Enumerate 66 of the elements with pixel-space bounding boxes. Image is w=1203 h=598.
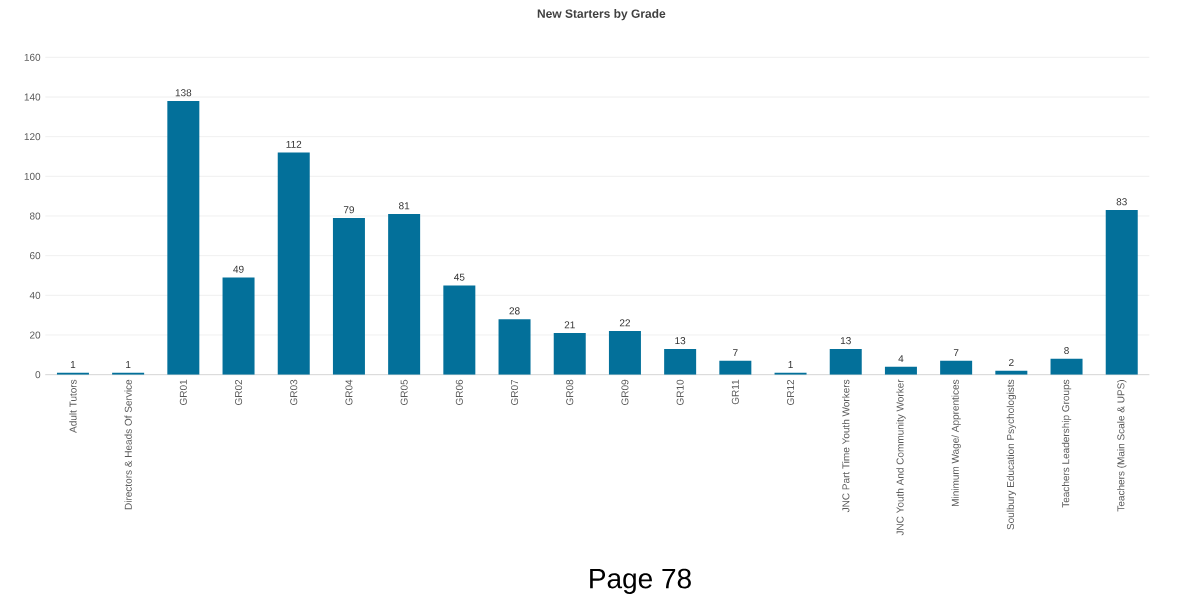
bar [388,213,421,375]
bar [829,348,862,375]
bar [1105,209,1138,375]
data-label: 8 [1064,346,1069,354]
bar [608,330,641,375]
y-tick-label: 20 [30,331,41,339]
x-tick-label: JNC Youth And Community Worker [896,379,906,536]
x-tick-label: GR02 [235,379,243,405]
data-label: 7 [953,348,959,356]
data-label: 83 [1116,198,1127,206]
data-label: 1 [126,360,131,368]
data-label: 2 [1009,358,1014,366]
x-tick-label: GR09 [621,379,629,405]
data-label: 21 [564,321,575,329]
data-label: 81 [399,202,410,210]
x-tick-label: JNC Part Time Youth Workers [842,379,850,513]
bar [664,348,697,375]
x-tick-label: GR03 [290,379,298,405]
x-tick-label: GR05 [400,379,408,405]
x-tick-label: Soulbury Education Psychologists [1006,379,1016,530]
x-tick-label: GR12 [787,379,795,405]
y-tick-label: 60 [30,251,41,259]
bar [167,100,200,375]
bar [1050,358,1083,375]
data-label: 1 [788,360,793,368]
y-tick-label: 40 [29,291,41,299]
data-label: 13 [675,336,686,344]
text: Page 78 [590,568,691,594]
data-label: 138 [175,88,192,97]
x-tick-label: GR06 [455,379,463,405]
bar [332,217,365,375]
y-tick-label: 0 [35,370,41,378]
data-label: 28 [509,307,520,315]
y-tick-label: 100 [24,172,41,180]
bar [277,152,310,375]
bar [553,332,586,375]
data-label: 13 [840,336,851,344]
x-tick-label: Teachers Leadership Groups [1061,379,1072,508]
bar [940,360,973,375]
bar [443,285,476,375]
data-label: 4 [898,354,904,362]
bar [719,360,752,375]
y-tick-label: 160 [24,53,41,61]
x-tick-label: Teachers (Main Scale & UPS) [1117,379,1127,512]
x-tick-label: GR10 [676,379,684,405]
x-tick-label: GR04 [345,379,353,405]
y-tick-label: 80 [29,212,41,220]
x-tick-label: GR11 [731,379,739,405]
data-label: 1 [70,360,76,368]
data-label: 112 [286,140,302,148]
y-tick-label: 140 [24,93,41,101]
x-tick-label: GR01 [179,379,187,405]
data-label: 49 [233,265,244,273]
bar [222,277,255,375]
x-tick-label: Adult Tutors [69,379,77,433]
x-tick-label: GR08 [566,379,574,405]
data-label: 22 [619,319,630,327]
x-tick-label: Minimum Wage/ Apprentices [951,379,961,506]
data-label: 45 [454,273,465,281]
x-tick-label: GR07 [511,379,519,405]
bar [498,318,531,375]
data-label: 7 [733,348,738,356]
data-label: 79 [343,205,355,214]
x-tick-label: Directors & Heads Of Service [124,379,132,509]
chart-title: New Starters by Grade [537,8,666,21]
y-tick-label: 120 [24,132,41,140]
